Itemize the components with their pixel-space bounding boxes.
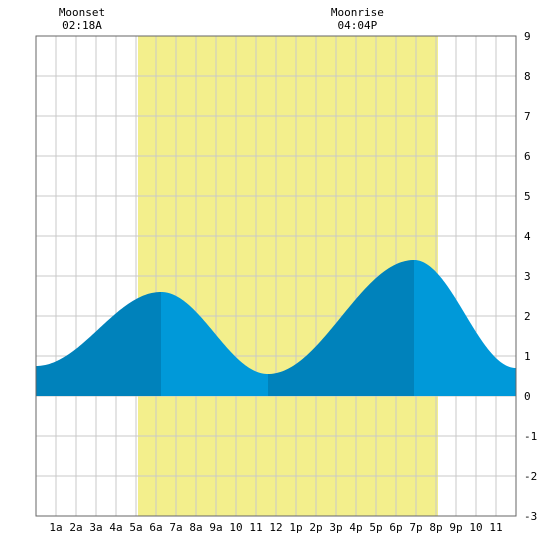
y-tick-label: 0 — [524, 390, 531, 403]
y-tick-label: 9 — [524, 30, 531, 43]
x-tick-label: 10 — [469, 521, 482, 534]
x-tick-label: 1p — [289, 521, 302, 534]
y-tick-label: 4 — [524, 230, 531, 243]
x-tick-label: 8p — [429, 521, 442, 534]
y-axis-labels: -3 -2 -1 0 1 2 3 4 5 6 7 8 9 — [524, 30, 537, 523]
x-tick-label: 8a — [189, 521, 202, 534]
x-tick-label: 7p — [409, 521, 422, 534]
rising-tide-segment — [268, 260, 414, 396]
y-tick-label: -1 — [524, 430, 537, 443]
moon-event-label: Moonset — [59, 6, 105, 19]
y-tick-label: 7 — [524, 110, 531, 123]
x-tick-label: 3p — [329, 521, 342, 534]
x-tick-label: 7a — [169, 521, 182, 534]
y-tick-label: 2 — [524, 310, 531, 323]
x-tick-label: 5p — [369, 521, 382, 534]
x-tick-label: 4a — [109, 521, 122, 534]
falling-tide-segment — [414, 260, 516, 396]
x-tick-label: 10 — [229, 521, 242, 534]
x-tick-label: 12 — [269, 521, 282, 534]
x-tick-label: 5a — [129, 521, 142, 534]
x-tick-label: 2p — [309, 521, 322, 534]
moon-event-label: Moonrise — [331, 6, 384, 19]
y-tick-label: 5 — [524, 190, 531, 203]
plot-border — [35, 35, 517, 517]
x-tick-label: 6a — [149, 521, 162, 534]
x-tick-label: 6p — [389, 521, 402, 534]
x-tick-label: 2a — [69, 521, 82, 534]
rising-tide-segment — [36, 292, 161, 396]
y-tick-label: -2 — [524, 470, 537, 483]
x-tick-label: 11 — [249, 521, 262, 534]
x-tick-label: 3a — [89, 521, 102, 534]
y-tick-label: 6 — [524, 150, 531, 163]
x-tick-label: 4p — [349, 521, 362, 534]
y-tick-label: -3 — [524, 510, 537, 523]
x-axis-labels: 1a 2a 3a 4a 5a 6a 7a 8a 9a 10 11 12 1p 2p 3p 4p 5p 6p 7p 8p… — [49, 521, 502, 534]
x-tick-label: 9a — [209, 521, 222, 534]
falling-tide-segment — [161, 292, 268, 396]
x-tick-label: 11 — [489, 521, 502, 534]
y-tick-label: 8 — [524, 70, 531, 83]
moon-event-time: 02:18A — [62, 19, 102, 32]
tide-area — [36, 260, 516, 396]
x-tick-label: 1a — [49, 521, 62, 534]
y-tick-label: 1 — [524, 350, 531, 363]
y-tick-label: 3 — [524, 270, 531, 283]
x-tick-label: 9p — [449, 521, 462, 534]
moon-event-time: 04:04P — [338, 19, 378, 32]
